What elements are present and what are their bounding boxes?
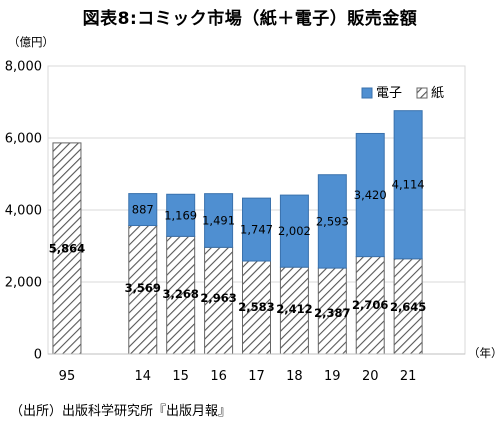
data-label-paper: 2,706 — [352, 298, 388, 312]
bar-digital — [279, 194, 309, 268]
bar-digital — [317, 174, 347, 269]
legend-swatch-paper — [416, 87, 428, 99]
bar-paper — [393, 258, 423, 355]
data-label-digital: 1,747 — [240, 223, 273, 237]
data-label-digital: 1,169 — [164, 208, 197, 222]
data-label-paper: 3,268 — [162, 287, 198, 301]
y-tick-label: 4,000 — [5, 204, 42, 219]
bar-digital — [355, 132, 385, 258]
data-label-paper: 2,583 — [238, 300, 274, 314]
legend-swatch-digital — [361, 87, 373, 99]
bar-digital — [242, 197, 271, 262]
y-tick-label: 8,000 — [5, 60, 42, 75]
chart-title: 図表8:コミック市場（紙＋電子）販売金額 — [82, 9, 418, 29]
data-label-paper: 5,864 — [49, 241, 85, 255]
x-tick-label: 21 — [400, 369, 417, 384]
x-unit-label: （年） — [468, 346, 500, 360]
y-tick-label: 2,000 — [5, 276, 42, 291]
data-label-digital: 4,114 — [392, 178, 425, 192]
data-label-digital: 1,491 — [202, 213, 235, 227]
source-note: （出所）出版科学研究所『出版月報』 — [10, 404, 232, 419]
data-label-digital: 2,593 — [316, 214, 349, 228]
legend-label-digital: 電子 — [376, 86, 402, 101]
bar-paper — [279, 266, 309, 355]
x-tick-label: 20 — [362, 369, 379, 384]
x-tick-label: 16 — [210, 369, 227, 384]
bar-paper — [355, 256, 385, 355]
x-tick-label: 18 — [286, 369, 303, 384]
data-label-digital: 3,420 — [354, 188, 387, 202]
data-label-paper: 2,645 — [390, 300, 426, 314]
data-label-digital: 2,002 — [278, 224, 311, 238]
bar-paper — [317, 267, 347, 355]
bar-digital — [166, 193, 196, 237]
x-tick-label: 15 — [172, 369, 189, 384]
x-tick-label: 14 — [134, 369, 151, 384]
bar-digital — [393, 110, 423, 260]
y-tick-label: 0 — [34, 348, 42, 363]
data-label-paper: 3,569 — [125, 281, 161, 295]
data-label-paper: 2,963 — [200, 291, 236, 305]
bar-digital — [204, 193, 234, 248]
data-label-paper: 2,387 — [314, 306, 350, 320]
bar-paper — [204, 246, 234, 355]
bar-digital — [128, 193, 158, 227]
y-unit-label: （億円） — [8, 35, 54, 49]
bar-paper — [128, 225, 158, 355]
x-tick-label: 17 — [248, 369, 265, 384]
data-label-paper: 2,412 — [276, 302, 312, 316]
bar-paper — [242, 260, 271, 355]
x-tick-label: 95 — [59, 369, 76, 384]
legend-label-paper: 紙 — [431, 86, 444, 101]
data-label-digital: 887 — [132, 203, 154, 217]
x-tick-label: 19 — [324, 369, 341, 384]
bar-paper — [166, 235, 196, 355]
y-tick-label: 6,000 — [5, 132, 42, 147]
